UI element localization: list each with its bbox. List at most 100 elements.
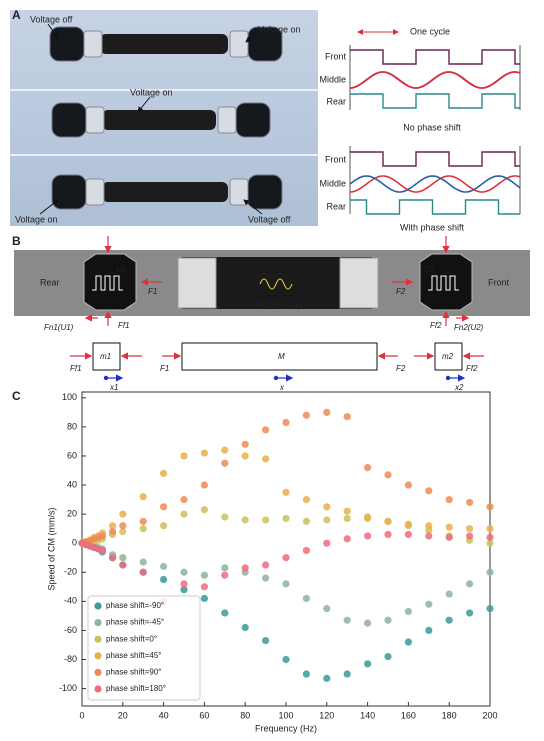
x-tick-label: 40 (159, 710, 169, 720)
symbol: Ff1 (70, 364, 82, 373)
data-point (180, 586, 188, 594)
legend-label: phase shift=180° (106, 684, 166, 693)
caption: With phase shift (400, 222, 465, 232)
waveforms (349, 45, 521, 215)
data-point (160, 575, 168, 584)
data-point (119, 561, 127, 569)
pulse-icon (92, 275, 123, 291)
data-point (98, 532, 106, 540)
y-tick-label: 20 (67, 508, 77, 518)
force-arrows (70, 236, 484, 382)
y-tick-label: -20 (64, 567, 77, 577)
legend-label: phase shift=-90° (106, 601, 164, 610)
row-label: Rear (326, 201, 346, 211)
data-point (139, 517, 147, 525)
cycle-label: One cycle (410, 26, 450, 36)
square-wave (350, 151, 520, 167)
data-point (364, 532, 372, 540)
symbol: Fn1(U1) (44, 323, 74, 332)
tube (102, 182, 228, 202)
data-point (445, 533, 453, 541)
legend-label: phase shift=-45° (106, 618, 164, 627)
data-point (343, 413, 351, 421)
data-point (384, 616, 392, 624)
symbol: x1 (109, 383, 118, 392)
data-point (343, 616, 351, 624)
clamp (229, 178, 249, 206)
y-tick-label: 60 (67, 450, 77, 460)
y-tick-label: -80 (64, 654, 77, 664)
symbol: U (276, 263, 282, 272)
data-point (323, 408, 331, 416)
data-point (302, 411, 310, 419)
data-point (486, 568, 494, 576)
row-label: Middle (319, 74, 346, 84)
symbol: F1 (148, 287, 157, 296)
data-point (323, 516, 331, 524)
symbol: Ff2 (430, 321, 442, 330)
x-tick-label: 200 (482, 710, 497, 720)
data-point (404, 520, 412, 528)
actuator (49, 26, 85, 62)
data-point (180, 510, 188, 518)
connector (339, 257, 379, 309)
mass-box (434, 342, 463, 371)
sine-wave (349, 71, 521, 89)
data-point (302, 594, 310, 603)
data-point (241, 623, 249, 632)
data-point (466, 525, 474, 533)
panel-label: A (12, 8, 21, 22)
data-point (384, 517, 392, 525)
data-point (323, 503, 331, 511)
pointer (243, 199, 263, 215)
data-point (241, 452, 249, 460)
data-point (160, 469, 168, 478)
data-point (119, 510, 127, 518)
data-point (282, 514, 290, 523)
data-point (445, 616, 453, 624)
wave-icon (259, 278, 293, 290)
data-point (445, 590, 453, 598)
data-point (466, 532, 474, 540)
data-point (139, 493, 147, 501)
actuator (235, 102, 271, 138)
data-point (200, 571, 208, 579)
data-point (486, 525, 494, 533)
symbol: m1 (100, 352, 111, 361)
pointer (39, 199, 59, 215)
data-point (221, 459, 229, 467)
data-point (323, 539, 331, 547)
row-label: Front (325, 51, 347, 61)
data-point (302, 517, 310, 525)
x-tick-label: 20 (118, 710, 128, 720)
data-point (404, 638, 412, 646)
row-label: Front (325, 154, 347, 164)
data-point (445, 523, 453, 531)
data-point (486, 605, 494, 613)
y-tick-label: 80 (67, 421, 77, 431)
x-tick-label: 120 (319, 710, 334, 720)
y-tick-label: -100 (59, 683, 77, 693)
data-point (486, 533, 494, 541)
data-point (404, 607, 412, 616)
data-point (262, 574, 270, 582)
data-point (364, 463, 372, 472)
data-point (200, 449, 208, 457)
data-point (109, 554, 117, 562)
data-point (404, 481, 412, 489)
front-label: Front (488, 277, 510, 287)
photo-label: Voltage on (130, 87, 173, 97)
data-point (466, 609, 474, 617)
legend-box (87, 595, 201, 701)
y-axis-label: Speed of CM (mm/s) (46, 507, 56, 590)
x-tick-label: 80 (240, 710, 250, 720)
legend-marker (94, 602, 102, 610)
pulse-icon (428, 275, 459, 291)
data-point (262, 455, 270, 463)
photo-label: Voltage off (248, 214, 291, 224)
data-point (466, 580, 474, 588)
data-point (200, 583, 208, 591)
data-point (160, 503, 168, 511)
origin-dot (273, 375, 279, 381)
data-point (282, 655, 290, 664)
